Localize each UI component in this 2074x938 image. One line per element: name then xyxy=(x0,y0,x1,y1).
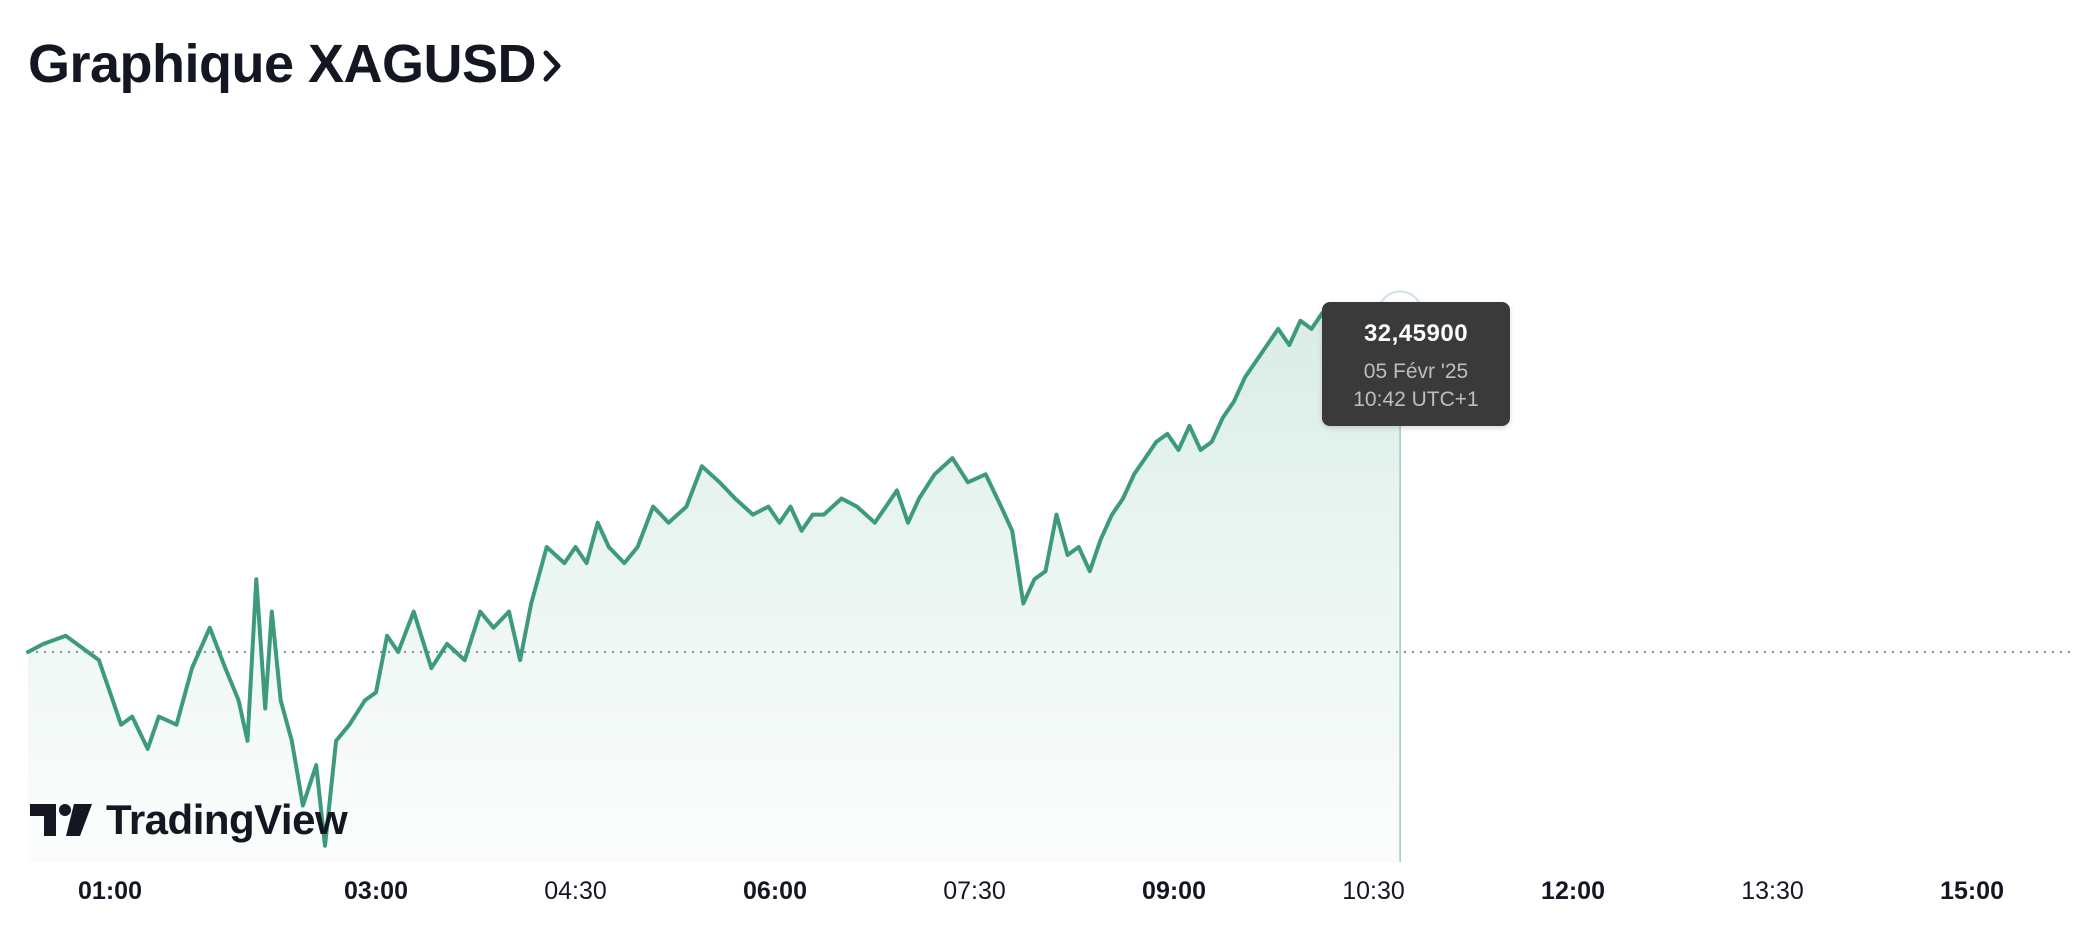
x-tick-label: 10:30 xyxy=(1342,877,1405,905)
x-tick-label: 15:00 xyxy=(1940,877,2004,905)
price-area-fill xyxy=(28,304,1401,863)
tradingview-logo-icon xyxy=(30,804,92,836)
price-series-line xyxy=(26,302,1403,848)
x-tick-label: 13:30 xyxy=(1741,877,1804,905)
tooltip-price: 32,45900 xyxy=(1363,320,1469,347)
tooltip-time: 10:42 UTC+1 xyxy=(1353,388,1479,411)
x-tick-label: 01:00 xyxy=(78,877,142,905)
page-title-link[interactable]: Graphique XAGUSD xyxy=(28,30,564,98)
x-tick-label: 09:00 xyxy=(1142,877,1206,905)
x-tick-label: 04:30 xyxy=(544,877,607,905)
tradingview-logo[interactable]: TradingView xyxy=(30,796,348,844)
x-tick-label: 07:30 xyxy=(943,877,1006,905)
price-tooltip: 32,45900 05 Févr '25 10:42 UTC+1 xyxy=(1322,302,1510,426)
tradingview-brand-name: TradingView xyxy=(106,796,348,843)
page-title: Graphique XAGUSD xyxy=(28,34,537,94)
x-tick-label: 03:00 xyxy=(344,877,408,905)
x-axis-ticks: 01:00 03:00 04:30 06:00 07:30 09:00 10:30 12:00… xyxy=(78,877,2004,905)
x-tick-label: 12:00 xyxy=(1541,877,1605,905)
chevron-right-icon xyxy=(543,50,561,82)
x-tick-label: 06:00 xyxy=(743,877,807,905)
tooltip-date: 05 Févr '25 xyxy=(1363,360,1469,383)
